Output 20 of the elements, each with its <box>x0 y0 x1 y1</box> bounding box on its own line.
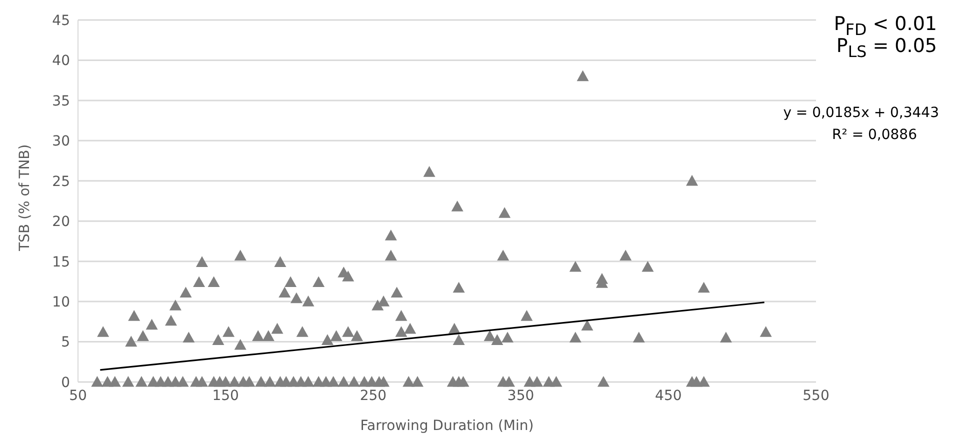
y-tick-label: 20 <box>52 214 70 230</box>
y-tick-label: 45 <box>52 12 70 29</box>
annotation: y = 0,0185x + 0,3443 <box>783 105 939 122</box>
x-axis-title: Farrowing Duration (Min) <box>360 418 534 434</box>
x-tick-label: 250 <box>360 388 387 404</box>
x-tick-label: 550 <box>802 388 830 404</box>
y-tick-label: 0 <box>61 374 70 391</box>
y-tick-label: 5 <box>61 334 70 351</box>
x-tick-label: 50 <box>69 388 87 404</box>
y-tick-label: 35 <box>52 93 70 110</box>
y-axis-title: TSB (% of TNB) <box>16 144 33 252</box>
text: R² = 0,0886 <box>832 127 917 144</box>
y-tick-label: 25 <box>52 174 70 190</box>
x-tick-label: 350 <box>507 388 534 404</box>
y-tick-label: 10 <box>52 294 70 311</box>
x-tick-label: 450 <box>655 388 682 404</box>
y-tick-label: 30 <box>52 134 70 150</box>
y-tick-label: 15 <box>52 254 70 270</box>
x-tick-label: 150 <box>212 388 239 404</box>
y-tick-label: 40 <box>52 53 70 70</box>
